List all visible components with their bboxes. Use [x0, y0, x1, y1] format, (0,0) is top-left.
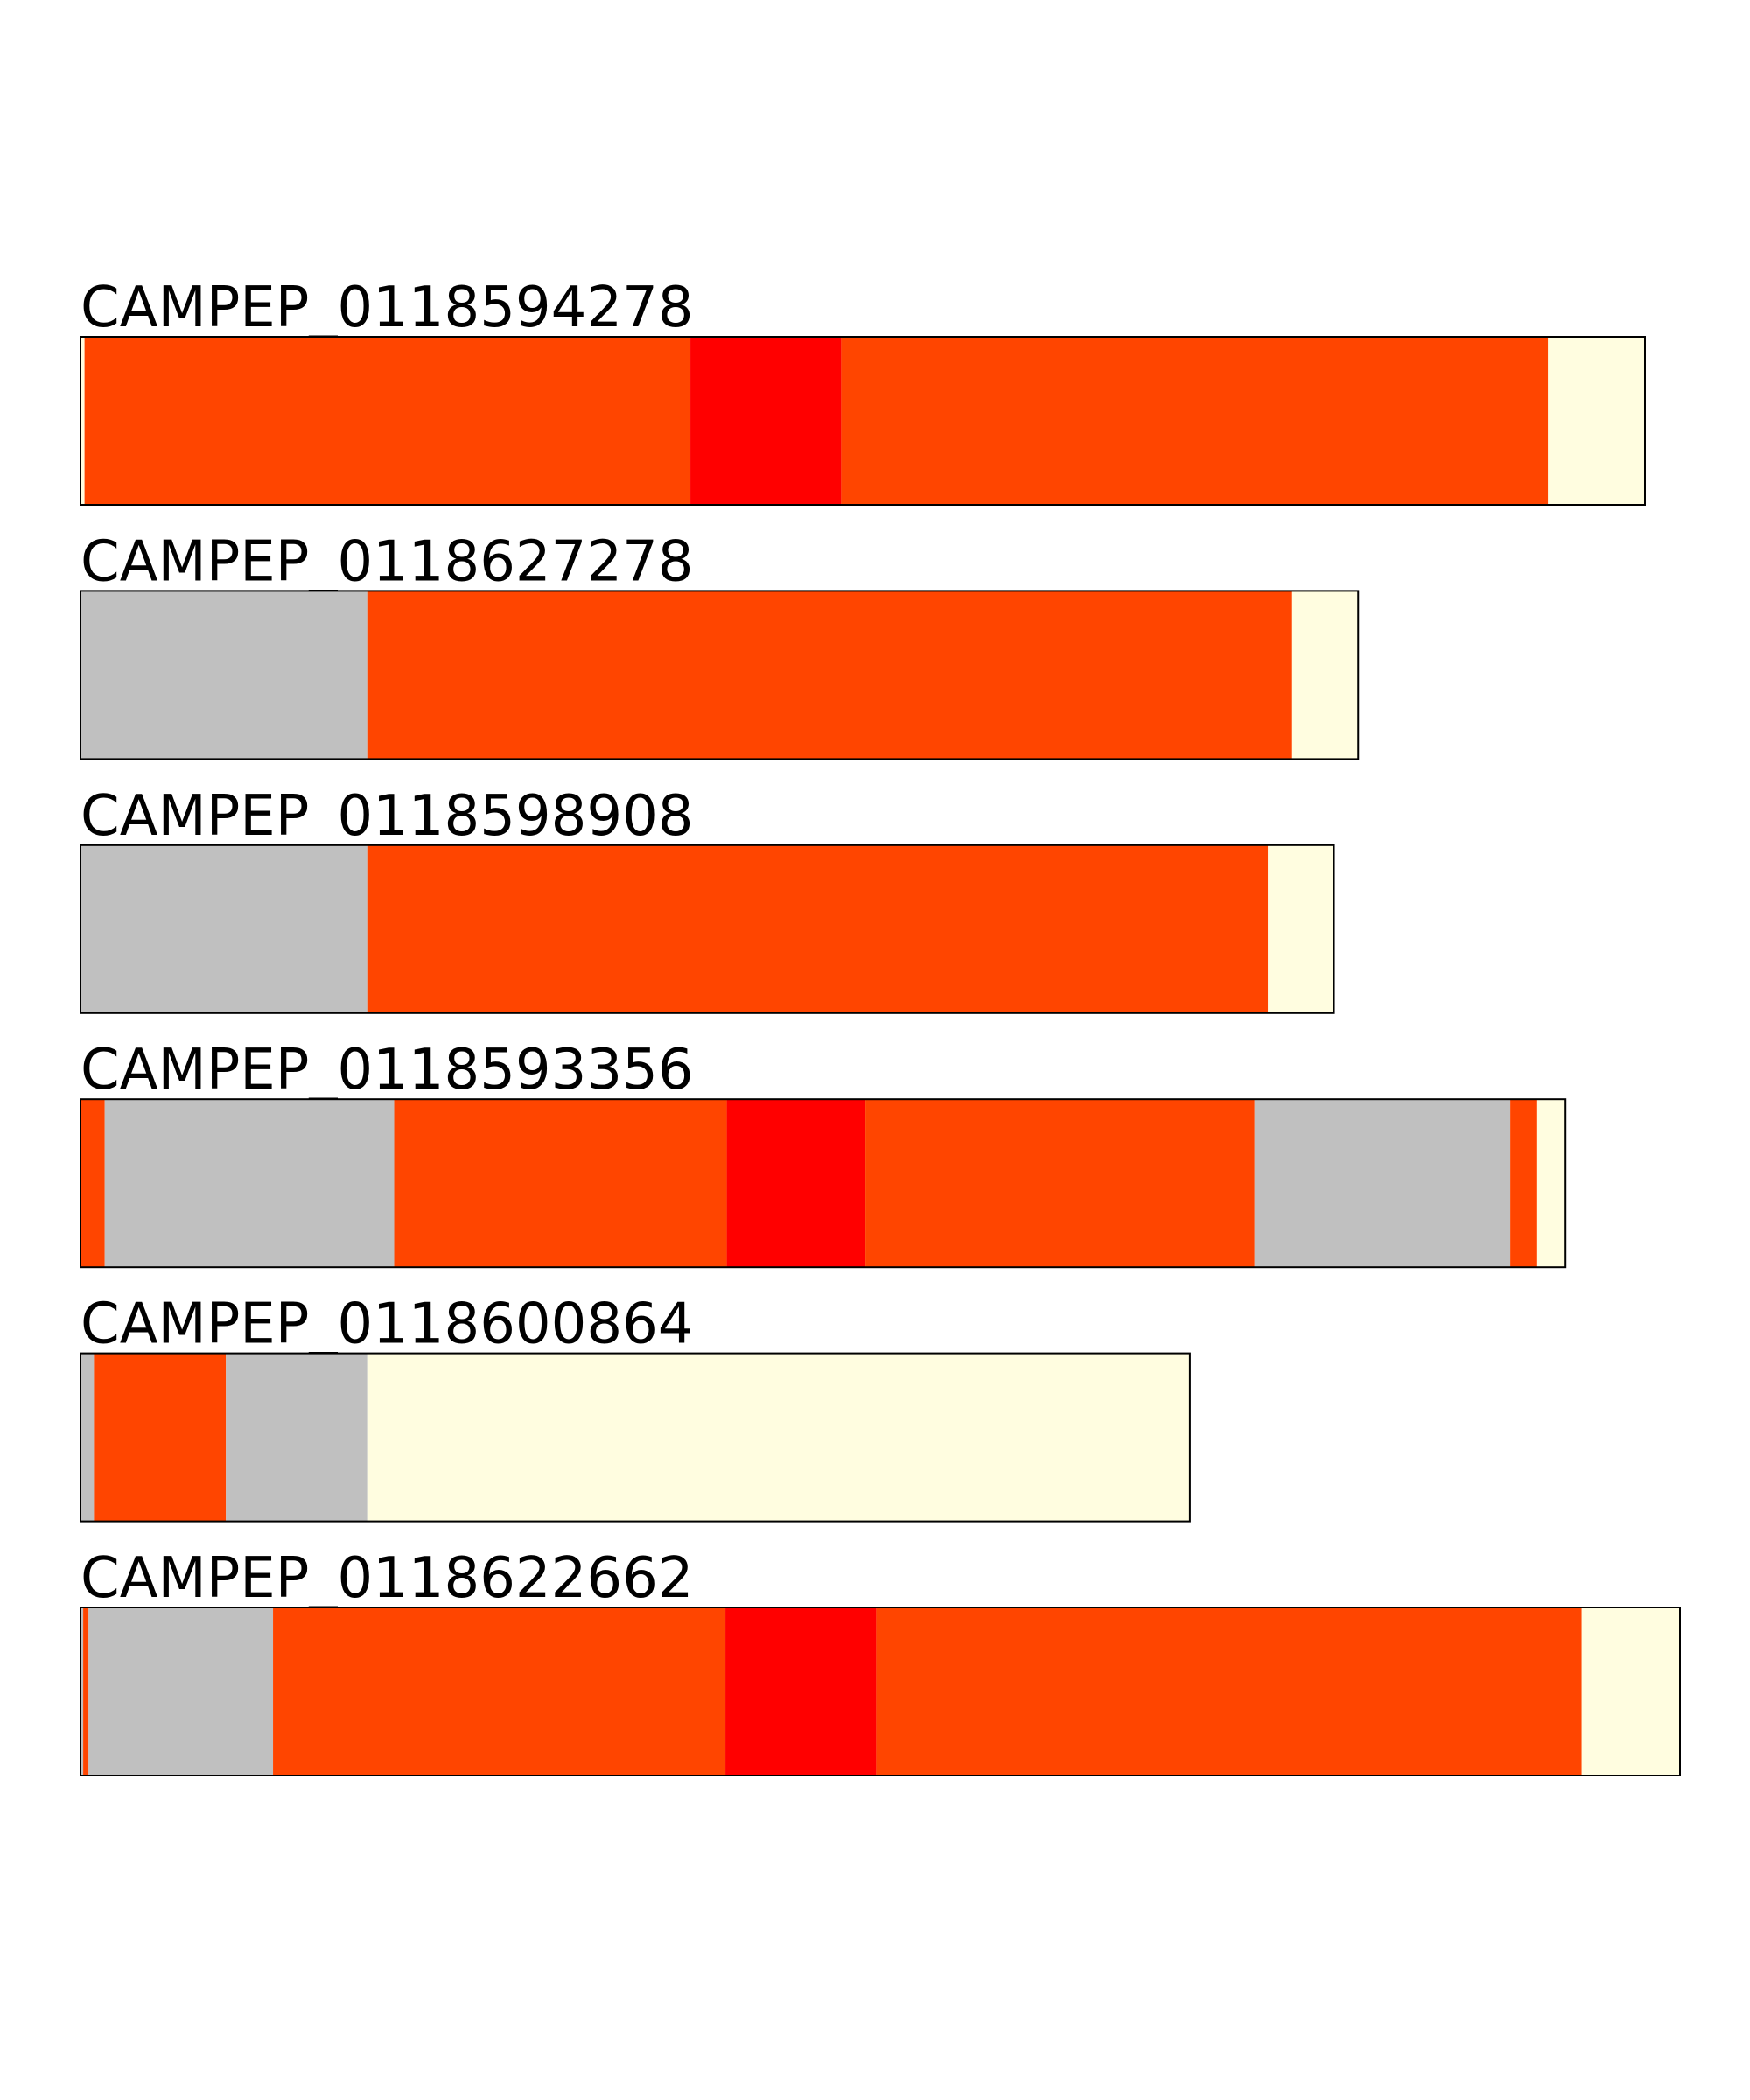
track-label: CAMPEP_0118593356 — [80, 1038, 694, 1102]
segment — [1292, 591, 1359, 760]
segment — [394, 1099, 727, 1268]
segment — [367, 1353, 1190, 1522]
track-outline — [80, 844, 1335, 1014]
segment — [80, 337, 85, 505]
segment — [367, 591, 1292, 760]
track-label: CAMPEP_0118622662 — [80, 1546, 694, 1611]
track-outline — [80, 590, 1360, 760]
track-label: CAMPEP_0118627278 — [80, 529, 694, 594]
segment — [80, 1353, 94, 1522]
segment — [1254, 1099, 1511, 1268]
segment — [1510, 1099, 1537, 1268]
segment — [1268, 844, 1334, 1013]
segment — [1581, 1607, 1680, 1775]
track-outline — [80, 1606, 1681, 1776]
segment — [367, 844, 1269, 1013]
segment — [1536, 1099, 1566, 1268]
segment — [80, 1607, 84, 1775]
segment — [226, 1353, 368, 1522]
segment — [80, 844, 368, 1013]
track-outline — [80, 336, 1646, 506]
segment — [725, 1607, 877, 1775]
segment — [865, 1099, 1255, 1268]
segment — [80, 591, 368, 760]
segment — [726, 1099, 866, 1268]
segment — [273, 1607, 726, 1775]
track-label: CAMPEP_0118600864 — [80, 1292, 694, 1357]
track-label: CAMPEP_0118594278 — [80, 276, 694, 340]
segment — [876, 1607, 1582, 1775]
segment — [88, 1607, 274, 1775]
track-label: CAMPEP_0118598908 — [80, 784, 694, 849]
segment — [84, 337, 691, 505]
segment — [841, 337, 1549, 505]
segment — [94, 1353, 227, 1522]
track-outline — [80, 1098, 1567, 1269]
segment — [1548, 337, 1645, 505]
segment — [83, 1607, 89, 1775]
track-outline — [80, 1352, 1191, 1522]
segment — [690, 337, 842, 505]
segment — [80, 1099, 105, 1268]
segment — [104, 1099, 395, 1268]
